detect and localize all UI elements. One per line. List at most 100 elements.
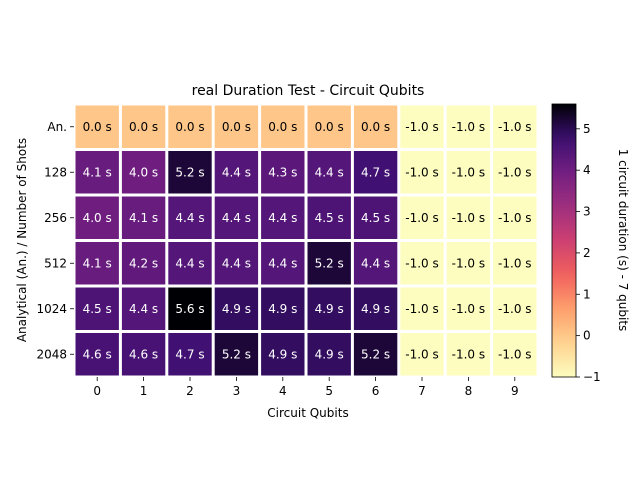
heatmap-cell [168,242,212,285]
heatmap-cell [446,151,491,194]
cell-value-label: 0.0 s [129,120,158,134]
cell-value-label: -1.0 s [452,302,485,316]
colorbar-gradient [552,104,576,377]
cell-value-label: -1.0 s [452,256,485,270]
y-tick-label: 128 [44,165,67,179]
y-tick-label: An. [47,120,67,134]
heatmap-cell [493,105,537,148]
heatmap-cell [400,196,444,239]
cell-value-label: 5.6 s [175,302,204,316]
y-axis-label: Analytical (An.) / Number of Shots [15,138,29,342]
x-tick-label: 5 [325,384,333,398]
heatmap-cell [400,242,444,285]
heatmap-cell [121,151,166,194]
colorbar-frame [551,103,577,378]
cell-value-label: 4.0 s [83,211,112,225]
heatmap-cell [353,333,398,376]
heatmap-cell [493,333,537,376]
cell-value-label: 4.5 s [315,211,344,225]
x-tick-label: 2 [186,384,194,398]
x-tick-label: 6 [372,384,380,398]
cell-value-label: 4.9 s [268,302,297,316]
heatmap-cell [121,287,166,330]
heatmap-cell [446,287,491,330]
cell-value-label: 4.5 s [83,302,112,316]
heatmap-cell [307,196,351,239]
cell-value-label: -1.0 s [405,211,438,225]
heatmap-cell [75,287,119,330]
chart-title: real Duration Test - Circuit Qubits [192,83,425,99]
cell-value-label: 4.7 s [175,347,204,361]
heatmap-cell [214,333,259,376]
colorbar-tick-label: −1 [583,370,601,384]
cell-value-label: 4.1 s [83,165,112,179]
cell-value-label: 4.9 s [315,302,344,316]
heatmap-cell [446,105,491,148]
heatmap-cell [168,151,212,194]
cell-value-label: 4.4 s [222,211,251,225]
x-tick-label: 0 [93,384,101,398]
heatmap-cell [307,151,351,194]
y-tick-label: 256 [44,211,67,225]
heatmap-cell [261,105,305,148]
cell-value-label: 5.2 s [361,347,390,361]
heatmap-cell [493,196,537,239]
heatmap-cell [168,333,212,376]
colorbar-tick-label: 4 [583,163,591,177]
cell-value-label: 4.4 s [268,256,297,270]
cell-value-label: 4.4 s [175,211,204,225]
cell-value-label: -1.0 s [498,256,531,270]
cell-value-label: -1.0 s [452,165,485,179]
cell-value-label: 4.6 s [83,347,112,361]
cell-value-label: 0.0 s [268,120,297,134]
heatmap-cell [214,242,259,285]
heatmap-cell [121,333,166,376]
heatmap-cell [214,287,259,330]
heatmap-cell [400,105,444,148]
cell-value-label: 4.4 s [268,211,297,225]
colorbar: −1 0 1 2 3 4 5 [551,103,601,384]
heatmap-cell [400,287,444,330]
heatmap-cell [307,242,351,285]
heatmap-cell [353,242,398,285]
y-tick-label: 2048 [36,347,67,361]
cell-value-label: -1.0 s [452,347,485,361]
heatmap-cell [214,196,259,239]
cell-value-label: 4.1 s [129,211,158,225]
cell-value-label: -1.0 s [498,302,531,316]
heatmap-cell [261,151,305,194]
cell-value-label: 0.0 s [222,120,251,134]
colorbar-tick-label: 2 [583,246,591,260]
heatmap-cell [214,151,259,194]
x-tick-label: 8 [465,384,473,398]
cell-value-label: -1.0 s [405,302,438,316]
heatmap-cell [446,196,491,239]
heatmap-cell [493,151,537,194]
cell-value-label: 4.1 s [83,256,112,270]
cell-value-label: -1.0 s [498,120,531,134]
heatmap-cell [168,196,212,239]
y-tick-label: 1024 [36,302,67,316]
cell-value-label: -1.0 s [452,120,485,134]
heatmap-cell [214,105,259,148]
heatmap-cell [261,287,305,330]
cell-value-label: 4.0 s [129,165,158,179]
heatmap-cell [121,105,166,148]
colorbar-label: 1 circuit duration (s) - 7 qubits [616,149,630,332]
cell-value-label: -1.0 s [452,211,485,225]
heatmap-cell [168,105,212,148]
heatmap-cell [75,151,119,194]
cell-value-label: 5.2 s [222,347,251,361]
cell-value-label: 5.2 s [175,165,204,179]
x-axis: 0 1 2 3 4 5 6 7 8 9 [93,377,519,398]
heatmap-cell [168,287,212,330]
y-axis: An. 128 256 512 1024 2048 [36,120,74,361]
heatmap-cell [446,333,491,376]
cell-value-label: 0.0 s [83,120,112,134]
x-tick-label: 4 [279,384,287,398]
heatmap-cell [121,196,166,239]
heatmap-cell [75,196,119,239]
colorbar-tick-label: 0 [583,329,591,343]
cell-value-label: -1.0 s [405,347,438,361]
heatmap-cell [307,333,351,376]
